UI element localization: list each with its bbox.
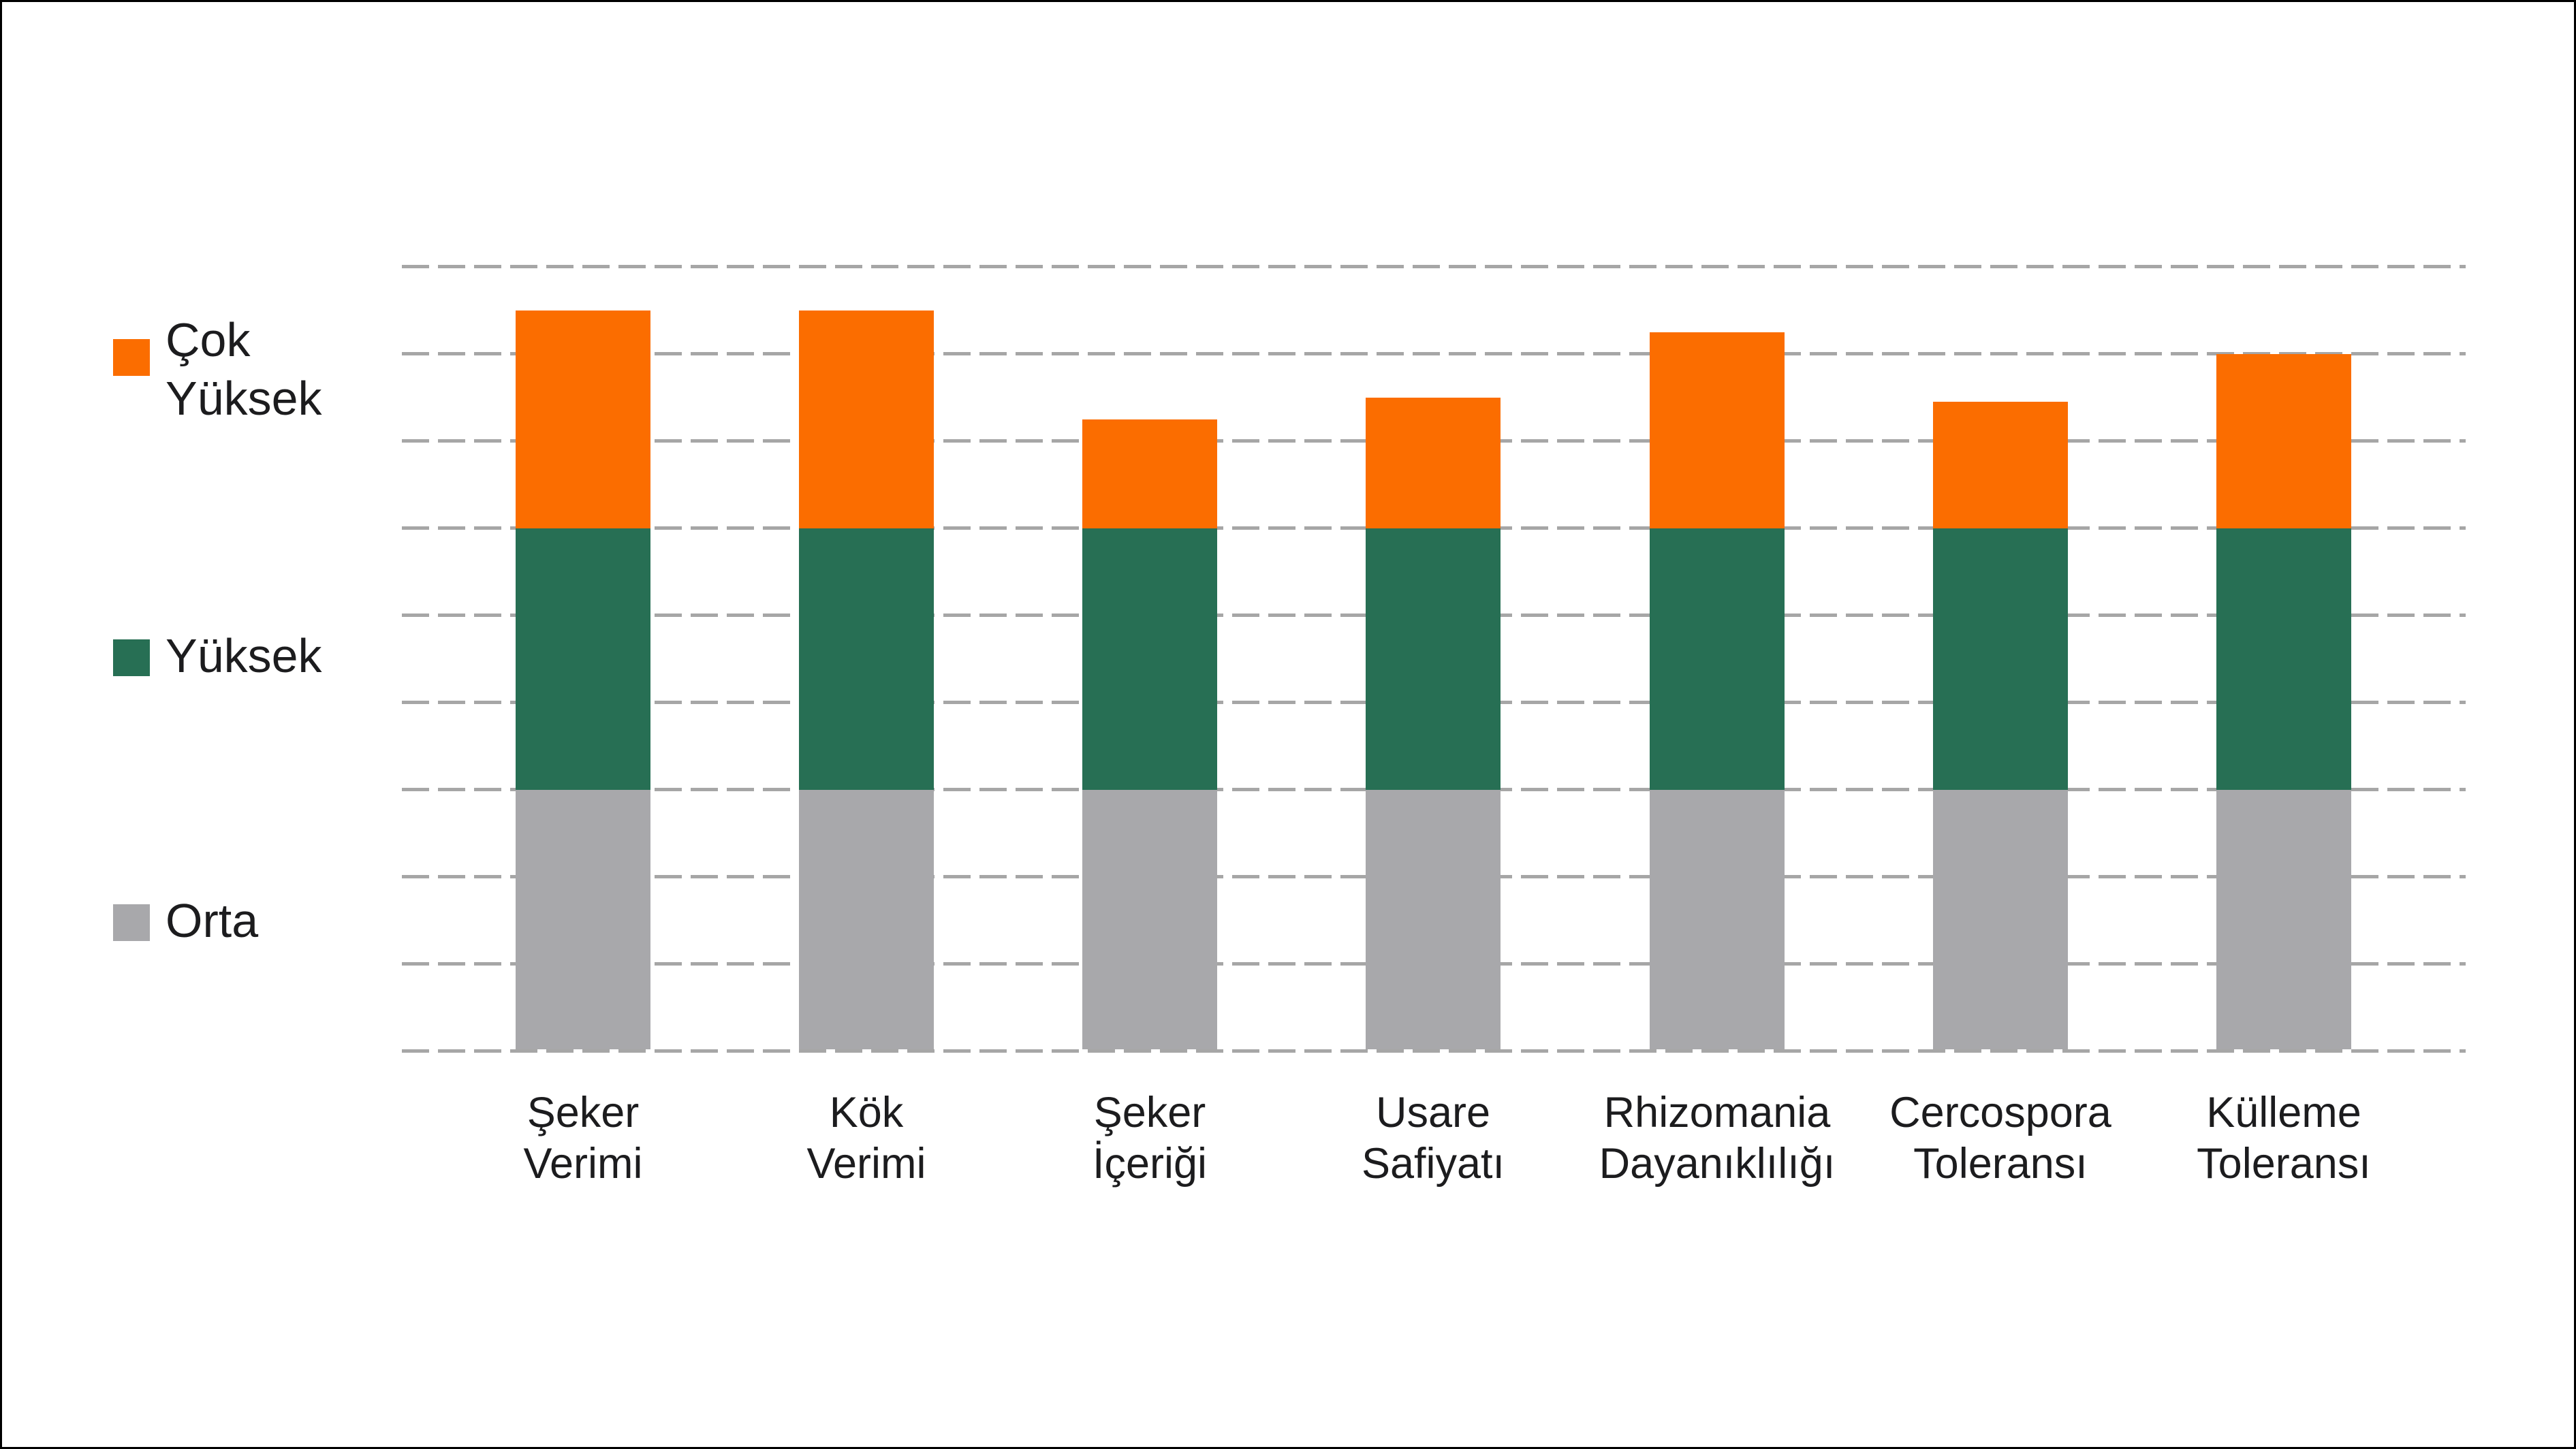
- horizontal-gridline: [402, 352, 2466, 355]
- bar-segment-çok-yüksek: [1366, 398, 1501, 528]
- bar-segment-yüksek: [2216, 528, 2351, 790]
- bar-2: [799, 310, 934, 1051]
- bar-6: [1933, 402, 2068, 1051]
- x-axis-label-4: Usare Safiyatı: [1361, 1089, 1505, 1188]
- x-axis-label-5: Rhizomania Dayanıklılığı: [1599, 1089, 1836, 1188]
- bar-segment-yüksek: [1933, 528, 2068, 790]
- bar-segment-orta: [1366, 790, 1501, 1051]
- legend-label-orta: Orta: [166, 894, 259, 947]
- bar-segment-orta: [1933, 790, 2068, 1051]
- bar-segment-yüksek: [1082, 528, 1217, 790]
- bar-segment-çok-yüksek: [1650, 332, 1785, 528]
- bar-1: [516, 310, 650, 1051]
- x-axis-label-7: Külleme Toleransı: [2197, 1089, 2371, 1188]
- legend-swatch-cok-yuksek: [113, 339, 150, 376]
- bar-segment-yüksek: [799, 528, 934, 790]
- bar-7: [2216, 354, 2351, 1051]
- x-axis-label-3: Şeker İçeriği: [1092, 1089, 1208, 1188]
- bar-segment-çok-yüksek: [1933, 402, 2068, 528]
- legend-swatch-orta: [113, 904, 150, 941]
- bar-segment-orta: [1650, 790, 1785, 1051]
- x-axis-label-2: Kök Verimi: [806, 1089, 926, 1188]
- bar-4: [1366, 398, 1501, 1051]
- bar-segment-orta: [799, 790, 934, 1051]
- bar-segment-çok-yüksek: [799, 310, 934, 528]
- bar-segment-orta: [516, 790, 650, 1051]
- bar-segment-orta: [2216, 790, 2351, 1051]
- plot-area: [402, 265, 2466, 1053]
- x-axis-baseline-gridline: [402, 1049, 2466, 1053]
- bar-segment-çok-yüksek: [516, 310, 650, 528]
- legend-label-yuksek: Yüksek: [166, 629, 322, 682]
- x-axis-label-1: Şeker Verimi: [523, 1089, 643, 1188]
- horizontal-gridline: [402, 265, 2466, 268]
- bar-segment-çok-yüksek: [1082, 419, 1217, 528]
- bar-segment-yüksek: [1650, 528, 1785, 790]
- bar-segment-yüksek: [516, 528, 650, 790]
- bar-segment-yüksek: [1366, 528, 1501, 790]
- bar-segment-orta: [1082, 790, 1217, 1051]
- x-axis-label-6: Cercospora Toleransı: [1889, 1089, 2111, 1188]
- bar-5: [1650, 332, 1785, 1051]
- bar-segment-çok-yüksek: [2216, 354, 2351, 528]
- legend-swatch-yuksek: [113, 639, 150, 676]
- bar-3: [1082, 419, 1217, 1051]
- legend-label-cok-yuksek: Çok Yüksek: [166, 313, 322, 425]
